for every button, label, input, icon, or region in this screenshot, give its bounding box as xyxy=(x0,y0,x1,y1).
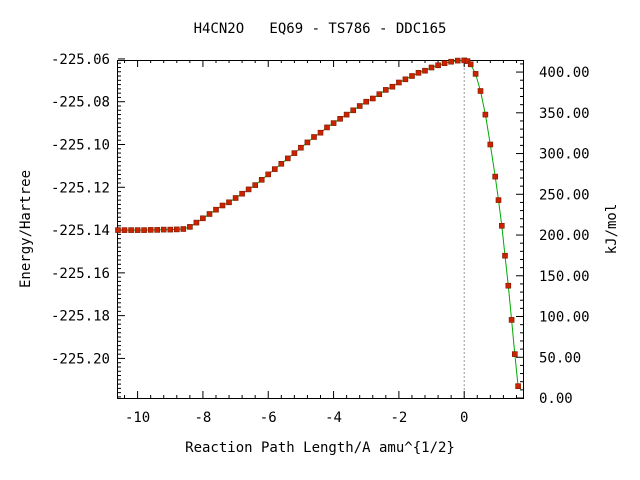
y2-tick-label: 250.00 xyxy=(539,187,590,203)
data-point xyxy=(187,224,193,230)
y-tick-label: -225.18 xyxy=(51,309,110,325)
data-point xyxy=(495,197,502,203)
data-point xyxy=(245,186,252,193)
y-tick-label: -225.14 xyxy=(51,223,110,239)
data-point xyxy=(511,351,518,357)
data-point xyxy=(472,71,479,77)
data-point xyxy=(330,120,337,126)
data-point xyxy=(200,215,206,222)
data-point xyxy=(448,58,454,65)
data-point xyxy=(167,226,174,233)
chart-title: H4CN2O EQ69 - TS786 - DDC165 xyxy=(194,21,447,37)
data-point xyxy=(482,111,489,118)
data-point xyxy=(213,206,219,213)
data-point xyxy=(219,202,226,209)
x-tick-label: -6 xyxy=(260,410,277,426)
data-point xyxy=(356,103,363,109)
data-point xyxy=(422,67,428,74)
data-point xyxy=(121,227,128,233)
data-point xyxy=(376,91,383,97)
y2-tick-label: 350.00 xyxy=(539,106,590,122)
x-tick-label: -8 xyxy=(194,410,211,426)
data-point xyxy=(502,252,508,259)
data-point xyxy=(298,144,304,151)
data-point xyxy=(160,226,167,233)
data-point xyxy=(467,61,474,68)
y-tick-label: -225.08 xyxy=(51,95,110,111)
data-point xyxy=(252,182,258,188)
data-point xyxy=(304,139,311,146)
data-point xyxy=(515,383,521,390)
data-point xyxy=(402,76,409,83)
data-point xyxy=(174,226,180,233)
y-tick-label: -225.06 xyxy=(51,52,110,68)
data-point xyxy=(498,223,505,229)
x-axis-label: Reaction Path Length/A amu^{1/2} xyxy=(185,440,455,456)
y2-tick-label: 100.00 xyxy=(539,310,590,326)
y-tick-label: -225.10 xyxy=(51,138,110,154)
x-tick-label: -10 xyxy=(125,410,150,426)
data-point xyxy=(337,116,343,122)
data-point xyxy=(180,226,187,232)
data-point xyxy=(454,57,461,64)
data-point xyxy=(487,141,494,148)
y2-tick-label: 50.00 xyxy=(539,350,581,366)
data-point xyxy=(115,227,121,233)
data-point xyxy=(311,134,317,140)
data-point xyxy=(324,124,330,131)
data-point xyxy=(389,83,396,90)
data-point xyxy=(128,227,134,233)
data-point xyxy=(508,317,515,323)
data-point xyxy=(206,211,213,217)
data-point xyxy=(258,177,265,183)
x-tick-label: -2 xyxy=(390,410,407,426)
y-tick-label: -225.16 xyxy=(51,266,110,282)
data-point xyxy=(492,173,499,180)
data-point xyxy=(409,73,415,79)
data-point xyxy=(396,79,402,86)
data-point xyxy=(232,195,239,201)
data-point xyxy=(477,88,484,94)
y2-tick-label: 150.00 xyxy=(539,269,590,285)
data-point xyxy=(141,227,147,233)
y-tick-label: -225.12 xyxy=(51,180,110,196)
data-point xyxy=(154,227,160,233)
y2-tick-label: 300.00 xyxy=(539,147,590,163)
x-tick-label: -4 xyxy=(325,410,342,426)
data-point xyxy=(464,58,471,64)
data-point xyxy=(226,199,232,206)
data-point xyxy=(428,64,435,71)
data-point xyxy=(265,171,272,178)
data-point xyxy=(343,111,350,118)
data-point xyxy=(278,161,285,167)
data-point xyxy=(415,70,422,76)
series-line xyxy=(118,59,519,387)
data-point xyxy=(239,190,245,197)
data-point xyxy=(147,227,154,233)
y2-tick-label: 400.00 xyxy=(539,65,590,81)
y-tick-label: -225.20 xyxy=(51,351,110,367)
data-point xyxy=(363,98,370,105)
y2-tick-label: 200.00 xyxy=(539,228,590,244)
data-point xyxy=(134,227,141,233)
data-point xyxy=(505,282,512,289)
data-point xyxy=(291,150,298,156)
data-point xyxy=(441,60,448,67)
data-point xyxy=(317,129,324,136)
y2-axis-label: kJ/mol xyxy=(604,204,620,255)
data-point xyxy=(284,155,291,162)
data-point xyxy=(369,95,376,102)
x-tick-label: 0 xyxy=(460,410,468,426)
data-point xyxy=(435,62,441,69)
y-axis-label: Energy/Hartree xyxy=(18,170,34,288)
data-point xyxy=(271,166,278,172)
data-point xyxy=(350,107,357,114)
data-point xyxy=(193,219,200,226)
y2-tick-label: 0.00 xyxy=(539,391,573,407)
data-point xyxy=(382,87,389,93)
